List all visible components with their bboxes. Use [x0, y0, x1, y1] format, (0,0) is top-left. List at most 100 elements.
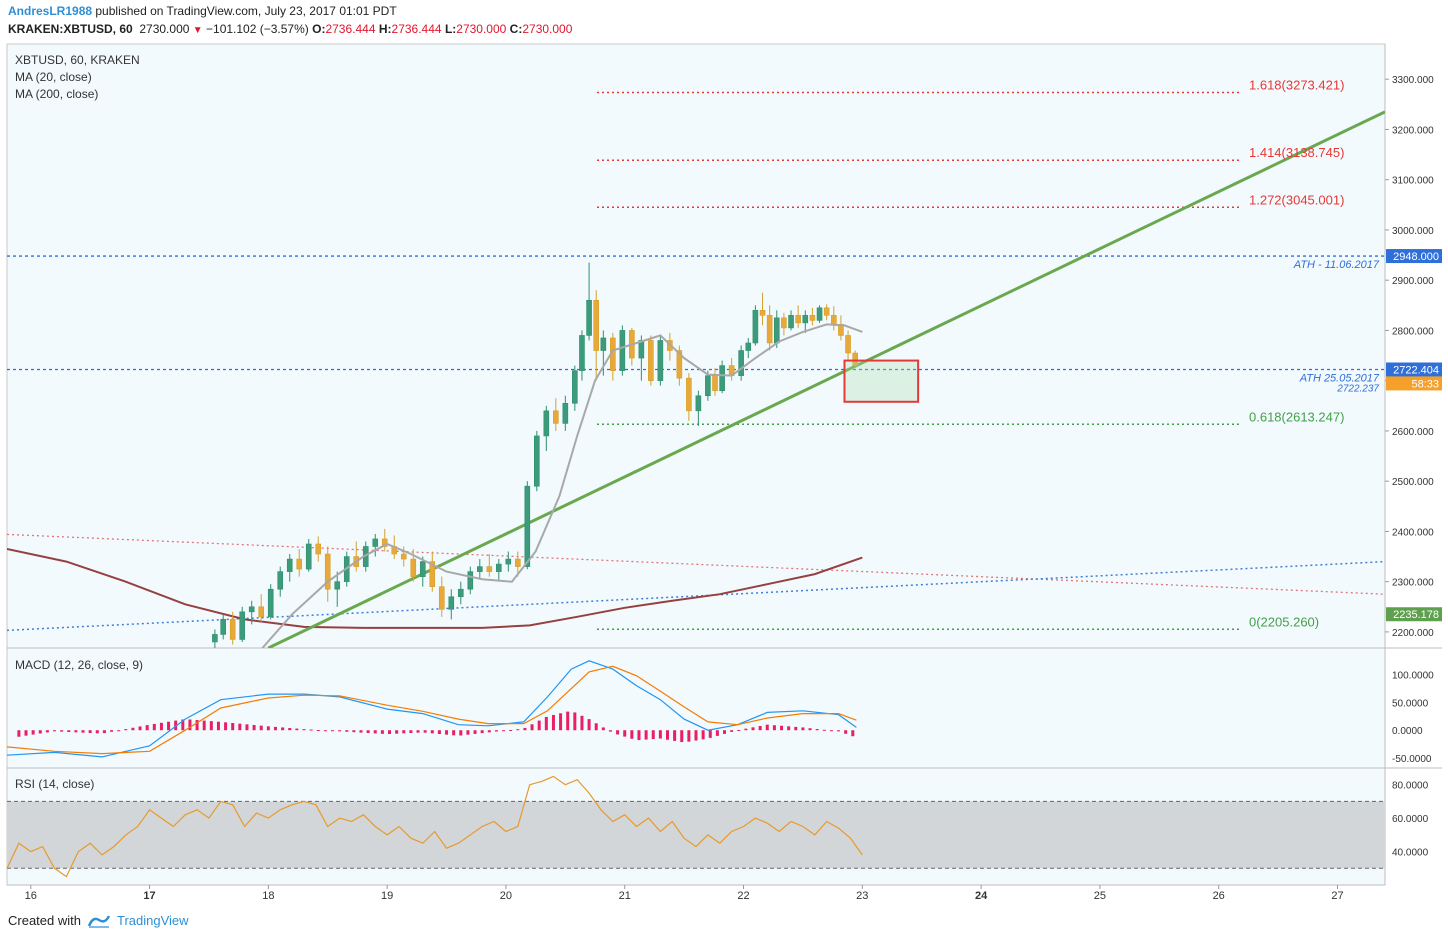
- open-label: O:: [312, 22, 326, 36]
- candle-body: [381, 538, 388, 547]
- candle-body: [258, 606, 265, 618]
- price-tick-label: 2300.000: [1392, 578, 1434, 589]
- candle-body: [788, 315, 794, 329]
- macd-histogram-bar: [231, 723, 235, 731]
- candle-body: [802, 315, 809, 324]
- fib-level-label: 1.618(3273.421): [1249, 78, 1344, 93]
- tradingview-logo-icon: [87, 914, 111, 928]
- macd-histogram-bar: [174, 720, 178, 731]
- ma20-line: [261, 323, 863, 648]
- low-value: 2730.000: [456, 22, 507, 36]
- macd-histogram-bar: [38, 730, 42, 734]
- macd-histogram-bar: [844, 730, 848, 734]
- macd-histogram-bar: [53, 730, 57, 732]
- candle-body: [586, 299, 592, 336]
- published-text: published on TradingView.com, July 23, 2…: [92, 4, 397, 18]
- macd-histogram-bar: [202, 720, 206, 731]
- macd-histogram-bar: [131, 727, 135, 731]
- macd-histogram-bar: [452, 730, 456, 736]
- macd-histogram-bar: [209, 721, 213, 731]
- candle-body: [286, 558, 293, 572]
- macd-histogram-bar: [159, 722, 163, 731]
- candle-body: [334, 581, 341, 590]
- macd-histogram-bar: [338, 730, 342, 732]
- candle-body: [400, 553, 407, 560]
- macd-histogram-bar: [502, 730, 506, 732]
- candle-body: [229, 619, 236, 640]
- candle-body: [372, 538, 379, 547]
- legend-ma20: MA (20, close): [15, 70, 92, 84]
- candle-body: [752, 310, 759, 344]
- macd-histogram-bar: [152, 723, 156, 731]
- macd-histogram-bar: [88, 730, 92, 733]
- time-tick-label: 21: [619, 890, 631, 902]
- macd-histogram-bar: [67, 730, 71, 732]
- tradingview-brand[interactable]: TradingView: [116, 913, 189, 928]
- candle-body: [579, 335, 585, 371]
- macd-tick-label: 50.0000: [1392, 698, 1429, 709]
- macd-tick-label: -50.0000: [1392, 754, 1432, 765]
- candle-body: [619, 330, 626, 371]
- macd-histogram-bar: [110, 730, 114, 732]
- macd-histogram-bar: [459, 730, 463, 736]
- macd-histogram-bar: [665, 730, 669, 740]
- candle-body: [759, 310, 766, 316]
- countdown-badge-bg: [1386, 376, 1442, 391]
- candle-body: [438, 586, 445, 610]
- macd-histogram-bar: [680, 730, 684, 743]
- macd-histogram-bar: [644, 730, 648, 740]
- candle-body: [239, 611, 246, 640]
- last-price: 2730.000: [139, 22, 190, 36]
- ma200-line: [7, 548, 863, 629]
- macd-histogram-bar: [138, 726, 142, 731]
- macd-histogram-bar: [181, 719, 185, 731]
- macd-histogram-bar: [601, 727, 605, 731]
- high-value: 2736.444: [391, 22, 442, 36]
- macd-histogram-bar: [395, 730, 399, 734]
- macd-histogram-bar: [794, 726, 798, 731]
- macd-histogram-bar: [772, 725, 776, 731]
- macd-histogram-bar: [851, 730, 855, 737]
- macd-histogram-bar: [295, 728, 299, 731]
- macd-histogram-bar: [694, 730, 698, 741]
- macd-histogram-bar: [188, 719, 192, 731]
- macd-histogram-bar: [701, 730, 705, 740]
- fib-level-label: 0(2205.260): [1249, 614, 1319, 629]
- macd-histogram-bar: [423, 730, 427, 733]
- macd-histogram-bar: [81, 730, 85, 733]
- macd-histogram-bar: [623, 730, 627, 737]
- macd-histogram-bar: [616, 730, 620, 735]
- candle-body: [305, 543, 312, 570]
- macd-histogram-bar: [74, 730, 78, 733]
- rsi-tick-label: 40.0000: [1392, 848, 1429, 859]
- macd-histogram-bar: [480, 730, 484, 734]
- macd-histogram-bar: [273, 726, 277, 731]
- macd-histogram-bar: [566, 711, 570, 731]
- macd-histogram-bar: [808, 728, 812, 731]
- candle-body: [212, 634, 218, 643]
- macd-histogram-bar: [102, 730, 106, 734]
- publication-header: AndresLR1988 published on TradingView.co…: [8, 4, 397, 18]
- macd-histogram-bar: [673, 730, 677, 741]
- author-name[interactable]: AndresLR1988: [8, 4, 93, 18]
- fib-level-label: 1.272(3045.001): [1249, 192, 1344, 207]
- candle-body: [296, 558, 303, 570]
- candle-body: [795, 315, 801, 324]
- macd-histogram-bar: [715, 730, 719, 736]
- rsi-tick-label: 60.0000: [1392, 814, 1429, 825]
- time-tick-label: 17: [143, 890, 155, 902]
- macd-histogram-bar: [637, 730, 641, 741]
- candle-body: [496, 563, 502, 572]
- time-tick-label: 26: [1213, 890, 1225, 902]
- macd-histogram-bar: [266, 726, 270, 731]
- macd-histogram-bar: [466, 730, 470, 735]
- macd-histogram-bar: [509, 729, 513, 731]
- close-value: 2730.000: [522, 22, 573, 36]
- price-tick-label: 2200.000: [1392, 628, 1434, 639]
- macd-histogram-bar: [352, 730, 356, 733]
- macd-histogram-bar: [17, 730, 21, 737]
- macd-histogram-bar: [330, 730, 334, 732]
- price-badge: 2235.178: [1393, 609, 1439, 621]
- candle-body: [657, 340, 664, 381]
